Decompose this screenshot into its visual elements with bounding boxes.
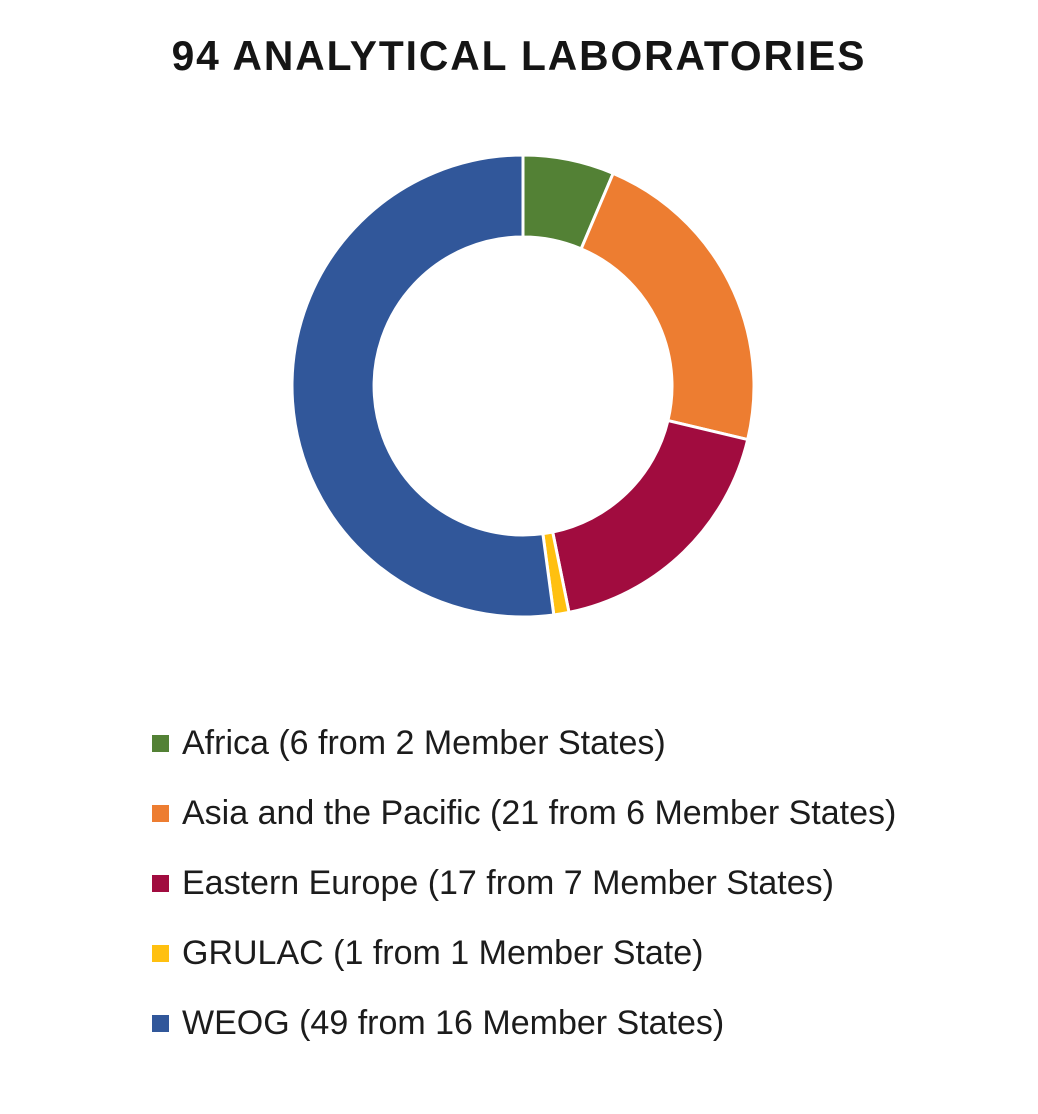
legend-item-eastern-europe: Eastern Europe (17 from 7 Member States) bbox=[152, 848, 896, 918]
legend-label: WEOG (49 from 16 Member States) bbox=[182, 1003, 725, 1042]
legend-swatch bbox=[152, 944, 169, 962]
legend-swatch bbox=[152, 804, 169, 822]
donut-slice-eastern-europe bbox=[551, 419, 750, 614]
donut-slice-asia-and-the-pacific bbox=[579, 171, 756, 442]
legend-item-weog: WEOG (49 from 16 Member States) bbox=[152, 988, 896, 1058]
donut-chart bbox=[288, 151, 758, 621]
legend-swatch bbox=[152, 1014, 169, 1032]
donut-svg bbox=[290, 153, 756, 619]
donut-slice-weog bbox=[290, 153, 556, 619]
legend-label: Africa (6 from 2 Member States) bbox=[182, 723, 666, 762]
legend-item-grulac: GRULAC (1 from 1 Member State) bbox=[152, 918, 896, 988]
chart-title: 94 ANALYTICAL LABORATORIES bbox=[171, 32, 867, 79]
legend-label: Eastern Europe (17 from 7 Member States) bbox=[182, 863, 834, 902]
legend-label: Asia and the Pacific (21 from 6 Member S… bbox=[182, 793, 897, 832]
legend-item-asia-and-the-pacific: Asia and the Pacific (21 from 6 Member S… bbox=[152, 778, 896, 848]
legend-swatch bbox=[152, 734, 169, 752]
legend-item-africa: Africa (6 from 2 Member States) bbox=[152, 708, 896, 778]
legend-label: GRULAC (1 from 1 Member State) bbox=[182, 933, 704, 972]
legend-swatch bbox=[152, 874, 169, 892]
legend: Africa (6 from 2 Member States) Asia and … bbox=[152, 708, 896, 1058]
